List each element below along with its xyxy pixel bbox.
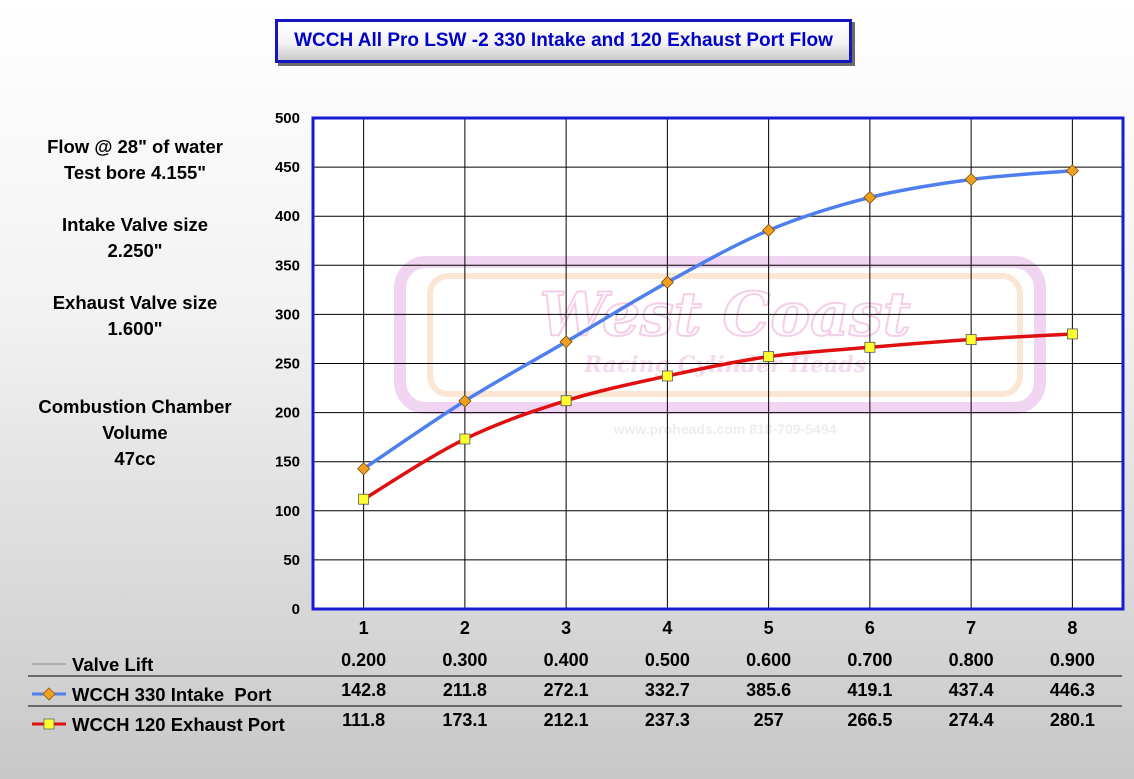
exhaust-row-label: WCCH 120 Exhaust Port	[72, 714, 285, 735]
exhaust-value-cell: 280.1	[1050, 710, 1095, 730]
x-tick-label: 4	[662, 618, 672, 638]
x-tick-label: 5	[764, 618, 774, 638]
valve-lift-cell: 0.200	[341, 650, 386, 670]
table-values: 0.200 0.300 0.400 0.500 0.600 0.700 0.800 0.900…	[341, 650, 1095, 730]
valve-lift-cell: 0.400	[544, 650, 589, 670]
y-tick-label: 150	[275, 454, 300, 471]
intake-value-cell: 446.3	[1050, 680, 1095, 700]
y-tick-label: 200	[275, 405, 300, 422]
intake-data-point	[762, 223, 776, 237]
exhaust-value-cell: 212.1	[544, 710, 589, 730]
exhaust-value-cell: 266.5	[847, 710, 892, 730]
intake-valve-label: Intake Valve size	[61, 214, 209, 235]
y-tick-label: 0	[292, 601, 300, 618]
y-tick-label: 500	[275, 110, 300, 127]
exhaust-valve-label: Exhaust Valve size	[52, 292, 218, 313]
exhaust-data-point	[459, 433, 471, 445]
intake-legend-key	[32, 687, 66, 701]
intake-data-point	[357, 462, 371, 476]
data-table: Valve Lift WCCH 330 Intake Port WCCH 120…	[28, 650, 1122, 735]
series-layer	[357, 164, 1079, 505]
test-bore-label: Test bore 4.155"	[63, 162, 207, 183]
intake-row-label: WCCH 330 Intake Port	[72, 684, 271, 705]
intake-value-cell: 385.6	[746, 680, 791, 700]
y-tick-label: 300	[275, 306, 300, 323]
x-tick-label: 3	[561, 618, 571, 638]
x-tick-label: 6	[865, 618, 875, 638]
intake-data-point	[559, 335, 573, 349]
exhaust-data-point	[1066, 328, 1078, 340]
x-tick-label: 8	[1067, 618, 1077, 638]
exhaust-data-point	[358, 493, 370, 505]
flow-condition-label: Flow @ 28" of water	[47, 136, 223, 157]
chamber-volume-value: 47cc	[114, 448, 156, 469]
valve-lift-row-label: Valve Lift	[72, 654, 153, 675]
exhaust-value-cell: 237.3	[645, 710, 690, 730]
x-tick-label: 7	[966, 618, 976, 638]
exhaust-data-point	[661, 370, 673, 382]
intake-value-cell: 272.1	[544, 680, 589, 700]
chamber-volume-label: Volume	[102, 422, 168, 443]
intake-data-point	[964, 172, 978, 187]
plot-border	[311, 116, 1125, 611]
intake-data-point	[1065, 164, 1079, 178]
chamber-label: Combustion Chamber	[38, 396, 232, 417]
intake-value-cell: 332.7	[645, 680, 690, 700]
exhaust-data-point	[864, 341, 876, 353]
exhaust-legend-key	[32, 718, 66, 730]
intake-valve-value: 2.250"	[107, 240, 163, 261]
exhaust-value-cell: 173.1	[442, 710, 487, 730]
x-tick-label: 2	[460, 618, 470, 638]
intake-data-point	[863, 190, 877, 205]
exhaust-valve-value: 1.600"	[107, 318, 163, 339]
exhaust-series-line	[362, 332, 1073, 501]
watermark-brand-text: West Coast	[539, 280, 910, 350]
intake-value-cell: 437.4	[949, 680, 994, 700]
y-tick-label: 350	[275, 257, 300, 274]
intake-value-cell: 211.8	[443, 680, 487, 700]
exhaust-data-point	[560, 395, 572, 407]
y-tick-label: 450	[275, 159, 300, 176]
exhaust-value-cell: 274.4	[949, 710, 994, 730]
valve-lift-cell: 0.500	[645, 650, 690, 670]
y-tick-label: 250	[275, 356, 300, 373]
valve-lift-cell: 0.900	[1050, 650, 1095, 670]
x-axis-ticks: 1 2 3 4 5 6 7 8	[359, 618, 1078, 638]
chart-title: WCCH All Pro LSW -2 330 Intake and 120 E…	[275, 19, 852, 63]
y-tick-label: 100	[275, 503, 300, 520]
y-tick-label: 50	[283, 552, 300, 569]
intake-value-cell: 419.1	[847, 680, 892, 700]
exhaust-data-point	[965, 334, 977, 345]
x-tick-label: 1	[359, 618, 369, 638]
valve-lift-cell: 0.700	[847, 650, 892, 670]
exhaust-value-cell: 111.8	[342, 710, 385, 730]
valve-lift-cell: 0.800	[949, 650, 994, 670]
exhaust-data-point	[763, 351, 775, 363]
valve-lift-cell: 0.300	[442, 650, 487, 670]
valve-lift-cell: 0.600	[746, 650, 791, 670]
y-tick-label: 400	[275, 208, 300, 225]
intake-data-point	[458, 394, 472, 408]
watermark-contact-text: www.proheads.com 818-709-5494	[613, 421, 837, 437]
intake-data-point	[660, 275, 674, 289]
intake-value-cell: 142.8	[341, 680, 386, 700]
exhaust-value-cell: 257	[754, 710, 784, 730]
